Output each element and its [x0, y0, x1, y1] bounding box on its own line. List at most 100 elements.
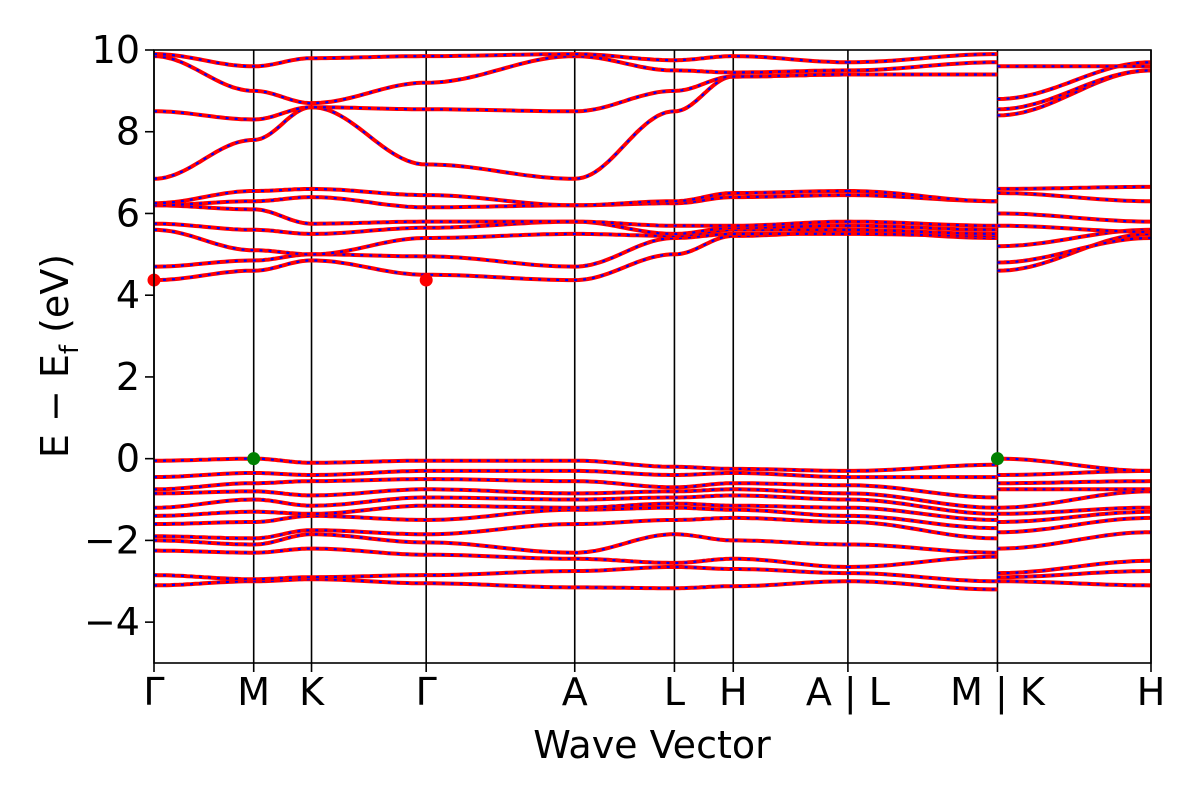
band-line-down: [847, 463, 998, 472]
band-line-down: [154, 232, 848, 268]
plot-frame: [153, 49, 1152, 664]
y-tick-label: 10: [92, 28, 140, 72]
band-line-up: [847, 554, 998, 569]
band-line-up: [847, 520, 998, 541]
y-axis-label-main: E − E: [33, 354, 77, 458]
band-line-up: [153, 468, 848, 480]
y-tick-label: −2: [84, 518, 140, 562]
band-line-down: [847, 543, 998, 554]
band-line-down: [997, 490, 1151, 509]
x-tick-label: M: [237, 670, 270, 714]
y-tick-label: 6: [116, 191, 140, 235]
band-line-up: [997, 68, 1152, 112]
x-tick-label: M | K: [950, 670, 1046, 715]
y-tick-label: 4: [116, 273, 140, 317]
band-line-down: [154, 488, 848, 497]
x-tick-label: K: [299, 670, 325, 714]
vbm-point: [247, 452, 261, 466]
band-line-up: [847, 497, 998, 516]
band-line-down: [997, 457, 1151, 472]
band-line-down: [997, 224, 1152, 233]
band-line-down: [997, 191, 1151, 203]
band-line-down: [154, 457, 848, 472]
x-tick-label: A | L: [806, 670, 890, 715]
band-line-down: [154, 204, 848, 227]
y-axis-label-unit: (eV): [33, 254, 77, 345]
band-line-up: [997, 236, 1152, 265]
band-line-up: [997, 579, 1152, 588]
band-line-down: [153, 230, 848, 282]
x-tick-label: L: [664, 670, 685, 714]
band-line-down: [847, 580, 998, 591]
band-line-up: [153, 54, 848, 106]
band-line-down: [847, 232, 998, 237]
band-line-down: [153, 469, 848, 479]
band-line-down: [997, 559, 1152, 575]
band-line-down: [997, 480, 1152, 485]
band-line-up: [847, 483, 998, 500]
band-line-down: [154, 516, 848, 540]
band-line-down: [847, 572, 998, 583]
band-line-down: [847, 61, 998, 72]
band-line-up: [154, 546, 848, 569]
band-line-up: [997, 191, 1151, 204]
band-line-up: [847, 505, 998, 522]
band-line-down: [154, 533, 848, 554]
band-line-up: [847, 513, 998, 531]
vbm-point: [990, 452, 1004, 466]
band-lines: [153, 52, 1152, 592]
band-line-down: [997, 531, 1152, 550]
x-tick-label: H: [719, 670, 748, 714]
extrema-points: [147, 273, 1004, 466]
band-line-up: [997, 211, 1151, 224]
band-line-up: [154, 203, 848, 228]
band-line-down: [997, 516, 1152, 534]
x-axis-label: Wave Vector: [533, 723, 771, 767]
x-tick-label: H: [1137, 670, 1166, 714]
band-line-down: [154, 194, 848, 209]
y-tick-label: −4: [84, 600, 140, 644]
cbm-point: [419, 273, 433, 287]
band-line-up: [154, 72, 848, 122]
band-line-down: [997, 185, 1151, 190]
band-line-down: [154, 502, 848, 517]
band-line-down: [153, 187, 848, 207]
x-tick-label: Γ: [416, 670, 437, 714]
x-tick-label: Γ: [143, 670, 164, 714]
band-line-down: [153, 506, 848, 526]
band-line-up: [997, 489, 1151, 510]
band-line-up: [997, 231, 1152, 273]
band-line-down: [847, 224, 998, 231]
y-tick-label: 2: [116, 355, 140, 399]
y-tick-label: 8: [116, 110, 140, 154]
band-line-up: [997, 479, 1152, 486]
band-line-down: [847, 53, 998, 64]
y-axis-label: E − Ef (eV): [33, 254, 85, 458]
band-line-down: [997, 580, 1152, 587]
band-line-down: [154, 73, 848, 121]
band-line-down: [997, 506, 1151, 515]
band-line-down: [154, 547, 848, 569]
y-axis-label-subscript: f: [55, 344, 85, 354]
band-line-up: [847, 189, 998, 204]
x-tick-label: A: [562, 670, 588, 714]
band-line-up: [997, 530, 1152, 551]
band-line-up: [847, 491, 998, 510]
band-line-down: [154, 494, 848, 509]
band-line-down: [153, 565, 848, 581]
band-line-down: [997, 510, 1151, 524]
y-tick-label: 0: [116, 437, 140, 481]
band-line-down: [154, 220, 848, 235]
band-line-down: [847, 220, 998, 227]
band-line-down: [154, 53, 848, 68]
band-line-up: [997, 184, 1151, 191]
band-line-down: [153, 54, 848, 105]
band-line-up: [153, 565, 848, 582]
band-line-up: [154, 52, 848, 69]
band-line-down: [154, 478, 848, 491]
y-axis-ticks: −4 −2 0 2 4 6 8 10: [84, 28, 154, 644]
band-line-up: [153, 229, 848, 283]
band-line-down: [847, 228, 998, 235]
